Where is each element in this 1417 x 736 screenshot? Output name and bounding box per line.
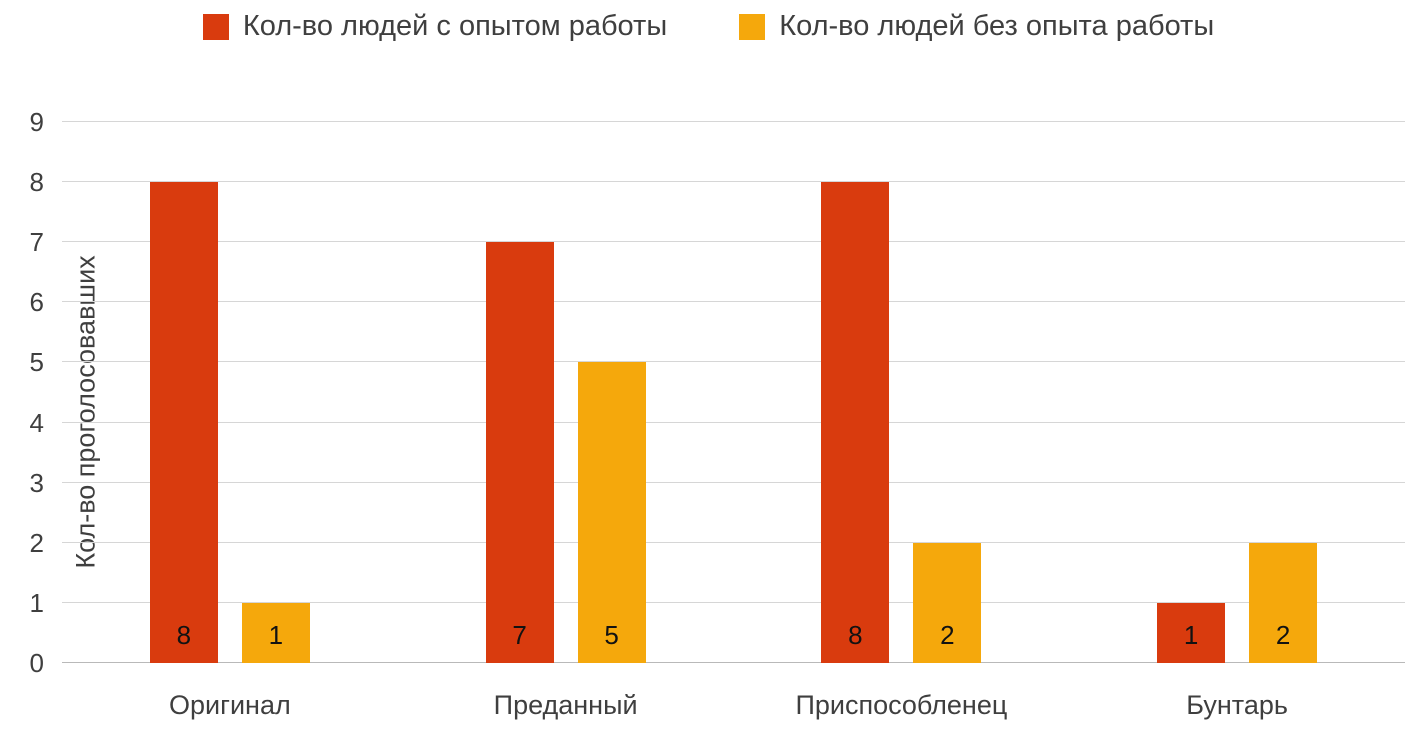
y-tick-label: 5: [29, 347, 44, 378]
bar-value-label: 5: [604, 620, 619, 650]
y-tick-label: 0: [29, 648, 44, 678]
bar-value-label: 2: [940, 620, 955, 650]
bar-value-label: 8: [848, 620, 863, 650]
bar-series0-cat0: 8: [149, 182, 218, 663]
legend-item-1: Кол-во людей без опыта работы: [739, 10, 1214, 43]
bar-series0-cat3: 1: [1157, 602, 1226, 663]
bar-value-label: 7: [512, 620, 527, 650]
bar-series1-cat3: 2: [1249, 542, 1318, 663]
y-tick-label: 9: [29, 107, 44, 137]
gridline: [62, 361, 1405, 363]
y-axis-ticks: 0 1 2 3 4 5 6 7 8 9: [0, 107, 44, 678]
bar-series1-cat0: 1: [241, 602, 310, 663]
x-category-label-1: Преданный: [493, 690, 638, 720]
bar-value-label: 2: [1275, 620, 1291, 650]
gridline: [62, 481, 1405, 483]
x-category-label-2: Приспособленец: [795, 690, 1008, 720]
y-tick-label: 8: [29, 167, 44, 198]
bar-value-label: 1: [1183, 620, 1199, 650]
bar-value-label: 1: [268, 620, 284, 650]
gridline: [62, 121, 1405, 122]
legend-label: Кол-во людей с опытом работы: [242, 10, 668, 42]
y-tick-label: 1: [29, 587, 44, 618]
gridline: [62, 241, 1405, 243]
bar-series1-cat2: 2: [913, 542, 982, 663]
bar-value-label: 8: [176, 620, 192, 650]
bar-series0-cat1: 7: [485, 242, 554, 663]
legend-item-0: Кол-во людей с опытом работы: [202, 10, 668, 43]
y-tick-label: 6: [29, 287, 44, 318]
x-axis-baseline: [62, 662, 1405, 663]
gridline: [62, 601, 1405, 603]
legend-swatch-icon: [202, 13, 229, 40]
x-category-label-0: Оригинал: [169, 690, 291, 720]
gridline: [62, 421, 1405, 423]
gridline: [62, 301, 1405, 303]
bar-series0-cat2: 8: [821, 182, 890, 663]
y-tick-label: 2: [29, 527, 44, 558]
legend-swatch-icon: [739, 13, 766, 40]
gridline: [62, 181, 1405, 183]
gridline: [62, 541, 1405, 543]
y-tick-label: 3: [29, 467, 44, 498]
legend-label: Кол-во людей без опыта работы: [779, 10, 1215, 42]
x-category-label-3: Бунтарь: [1186, 690, 1288, 720]
chart-legend: Кол-во людей с опытом работы Кол-во людей…: [0, 10, 1417, 43]
x-axis-labels: Оригинал Преданный Приспособленец Бунтарь: [62, 690, 1405, 721]
bar-series1-cat1: 5: [577, 362, 646, 663]
y-tick-label: 4: [29, 407, 44, 438]
y-tick-label: 7: [29, 227, 44, 258]
